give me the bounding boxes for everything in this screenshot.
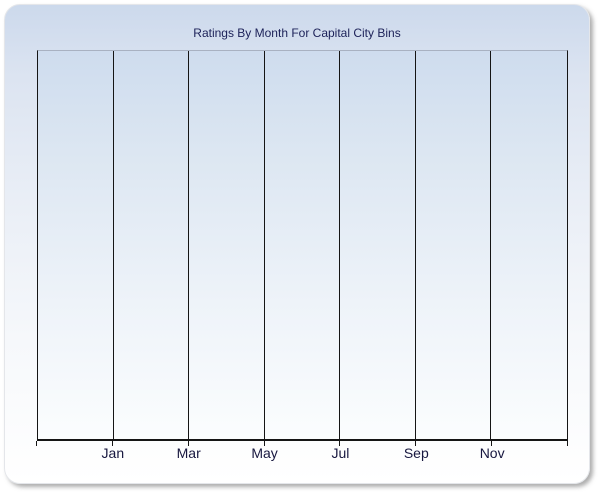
vertical-gridline [414,51,416,439]
vertical-gridline [490,51,492,439]
x-axis-tick [567,441,568,446]
x-axis-tick-label: Jul [331,445,350,461]
x-axis-tick [111,441,113,446]
chart-title: Ratings By Month For Capital City Bins [193,26,401,40]
ticks-layer [36,441,568,447]
vertical-gridline [339,51,341,439]
vertical-gridline [112,51,114,439]
plot-area [37,50,568,441]
x-axis-tick [415,441,417,446]
x-axis-tick [491,441,493,446]
x-axis-labels: Jan Mar May Jul Sep Nov [37,446,568,464]
vertical-gridline [188,51,190,439]
x-axis-tick-label: Mar [176,445,201,461]
x-axis-tick [187,441,189,446]
x-axis-tick [36,441,37,446]
gridlines-layer [38,51,567,439]
vertical-gridline [263,51,265,439]
x-axis-tick-label: Sep [403,445,429,461]
x-axis-tick-label: Nov [479,445,505,461]
x-axis-tick-label: Jan [101,445,125,461]
x-axis-tick [339,441,341,446]
x-axis-tick-label: May [251,445,278,461]
x-axis-tick [263,441,265,446]
